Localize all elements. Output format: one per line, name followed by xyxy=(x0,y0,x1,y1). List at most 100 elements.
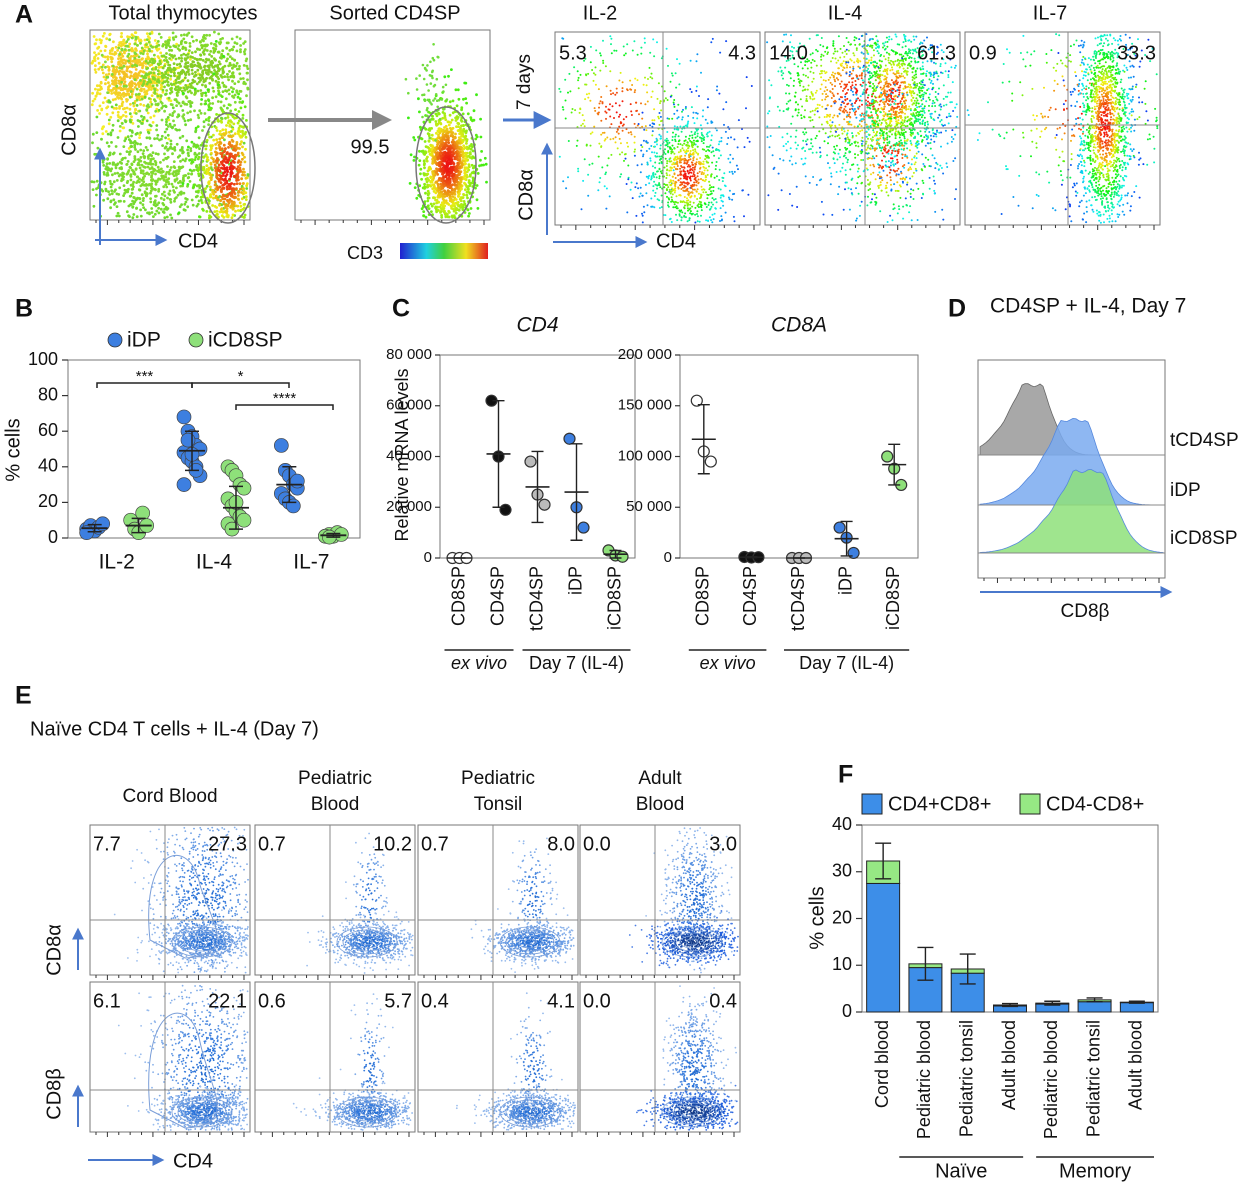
event-dot xyxy=(627,165,629,167)
event-dot xyxy=(145,60,148,63)
event-dot xyxy=(460,176,463,179)
event-dot xyxy=(646,162,648,164)
event-dot xyxy=(463,200,466,203)
event-dot xyxy=(743,215,745,217)
event-dot xyxy=(226,195,229,198)
event-dot xyxy=(169,198,172,201)
event-dot xyxy=(104,49,107,52)
event-dot xyxy=(138,136,141,139)
event-dot xyxy=(711,193,713,195)
event-dot xyxy=(460,162,463,165)
event-dot xyxy=(683,216,685,218)
event-dot xyxy=(609,109,611,111)
event-dot xyxy=(725,40,727,42)
event-dot xyxy=(465,167,468,170)
event-dot xyxy=(244,191,247,194)
event-dot xyxy=(180,43,183,46)
event-dot xyxy=(209,149,212,152)
event-dot xyxy=(179,65,182,68)
event-dot xyxy=(239,97,242,100)
event-dot xyxy=(126,163,129,166)
event-dot xyxy=(164,76,167,79)
event-dot xyxy=(101,132,104,135)
event-dot xyxy=(124,87,127,90)
event-dot xyxy=(173,191,176,194)
event-dot xyxy=(640,150,642,152)
event-dot xyxy=(707,220,709,222)
event-dot xyxy=(170,99,173,102)
event-dot xyxy=(246,67,249,70)
event-dot xyxy=(155,103,158,106)
color-scale xyxy=(400,243,488,259)
event-dot xyxy=(201,84,204,87)
event-dot xyxy=(129,108,132,111)
event-dot xyxy=(205,145,208,148)
event-dot xyxy=(464,82,467,85)
event-dot xyxy=(229,152,232,155)
event-dot xyxy=(223,150,226,153)
event-dot xyxy=(98,62,101,65)
event-dot xyxy=(239,48,242,51)
event-dot xyxy=(191,199,194,202)
event-dot xyxy=(730,136,732,138)
event-dot xyxy=(93,56,96,59)
event-dot xyxy=(120,32,123,35)
event-dot xyxy=(217,51,220,54)
event-dot xyxy=(671,196,673,198)
event-dot xyxy=(435,132,438,135)
event-dot xyxy=(432,177,435,180)
event-dot xyxy=(461,150,464,153)
event-dot xyxy=(674,185,676,187)
event-dot xyxy=(222,183,225,186)
event-dot xyxy=(151,211,154,214)
event-dot xyxy=(111,82,114,85)
event-dot xyxy=(146,119,149,122)
event-dot xyxy=(208,167,211,170)
event-dot xyxy=(678,83,680,85)
event-dot xyxy=(713,155,715,157)
event-dot xyxy=(223,75,226,78)
event-dot xyxy=(234,41,237,44)
event-dot xyxy=(131,169,134,172)
event-dot xyxy=(598,88,600,90)
event-dot xyxy=(217,120,220,123)
event-dot xyxy=(656,140,658,142)
event-dot xyxy=(138,85,141,88)
event-dot xyxy=(732,173,734,175)
event-dot xyxy=(436,78,439,81)
event-dot xyxy=(228,125,231,128)
event-dot xyxy=(652,173,654,175)
event-dot xyxy=(465,142,468,145)
event-dot xyxy=(150,88,153,91)
event-dot xyxy=(658,182,660,184)
event-dot xyxy=(687,142,689,144)
event-dot xyxy=(243,203,246,206)
event-dot xyxy=(94,68,97,71)
event-dot xyxy=(664,139,666,141)
event-dot xyxy=(173,166,176,169)
event-dot xyxy=(429,119,432,122)
event-dot xyxy=(424,128,427,131)
event-dot xyxy=(691,106,693,108)
event-dot xyxy=(181,80,184,83)
event-dot xyxy=(605,106,607,108)
event-dot xyxy=(424,192,427,195)
event-dot xyxy=(213,50,216,53)
event-dot xyxy=(689,204,691,206)
event-dot xyxy=(705,119,707,121)
event-dot xyxy=(178,211,181,214)
event-dot xyxy=(233,59,236,62)
event-dot xyxy=(677,104,679,106)
event-dot xyxy=(128,153,131,156)
event-dot xyxy=(103,76,106,79)
event-dot xyxy=(669,157,671,159)
event-dot xyxy=(581,208,583,210)
event-dot xyxy=(156,137,159,140)
event-dot xyxy=(656,41,658,43)
event-dot xyxy=(433,156,436,159)
event-dot xyxy=(209,193,212,196)
event-dot xyxy=(192,61,195,64)
event-dot xyxy=(460,135,463,138)
event-dot xyxy=(599,181,601,183)
event-dot xyxy=(168,193,171,196)
